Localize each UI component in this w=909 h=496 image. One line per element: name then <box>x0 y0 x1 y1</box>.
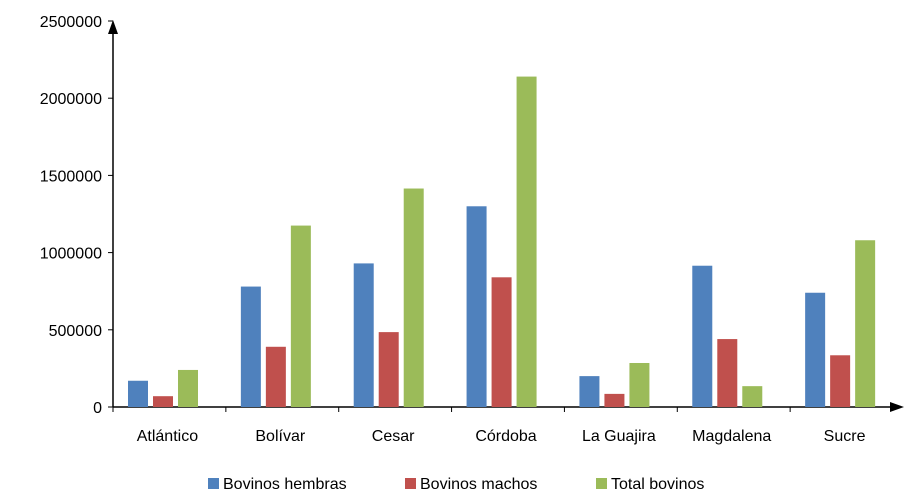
bar <box>692 265 713 407</box>
x-tick-label: Cesar <box>372 428 415 445</box>
legend-label: Bovinos machos <box>420 476 537 491</box>
bar <box>516 76 537 408</box>
x-tick-label: Bolívar <box>255 428 305 445</box>
bar <box>717 339 738 407</box>
y-tick-label: 1500000 <box>40 168 102 185</box>
x-tick-label: La Guajira <box>582 428 656 445</box>
bar <box>604 393 625 407</box>
bar <box>353 263 374 407</box>
legend-swatch <box>405 478 416 489</box>
legend-swatch <box>208 478 219 489</box>
bar <box>491 277 512 407</box>
y-tick-label: 0 <box>93 400 102 417</box>
x-axis-arrow-icon <box>890 402 904 412</box>
y-tick-label: 2500000 <box>40 14 102 31</box>
y-ticks: 0 500000 1000000 1500000 2000000 2500000 <box>40 14 113 417</box>
bar <box>178 369 198 407</box>
bar <box>742 386 763 407</box>
y-tick-label: 1000000 <box>40 246 102 263</box>
bar <box>805 292 826 407</box>
legend: Bovinos hembras Bovinos machos Total bovin… <box>208 476 704 493</box>
bars <box>128 76 876 408</box>
bar <box>378 332 399 407</box>
y-tick-label: 2000000 <box>40 91 102 108</box>
x-tick-label: Córdoba <box>475 428 536 445</box>
bar <box>466 206 487 407</box>
bar <box>403 188 424 407</box>
legend-swatch <box>596 478 607 489</box>
x-tick-label: Atlántico <box>137 428 198 445</box>
bar <box>629 362 650 407</box>
x-tick-label: Magdalena <box>692 428 771 445</box>
y-axis-arrow-icon <box>108 20 118 34</box>
bar <box>153 396 173 407</box>
bar <box>240 286 261 407</box>
y-tick-label: 500000 <box>49 323 102 340</box>
bar <box>128 380 148 407</box>
bar <box>579 376 600 407</box>
bar <box>830 355 851 407</box>
x-tick-label: Sucre <box>824 428 866 445</box>
legend-label: Total bovinos <box>611 476 704 491</box>
x-ticks: Atlántico Bolívar Cesar Córdoba La Guajira Ma… <box>112 407 866 445</box>
bar <box>265 346 286 407</box>
legend-label: Bovinos hembras <box>223 476 347 491</box>
bar <box>290 225 311 407</box>
bar <box>855 240 876 407</box>
